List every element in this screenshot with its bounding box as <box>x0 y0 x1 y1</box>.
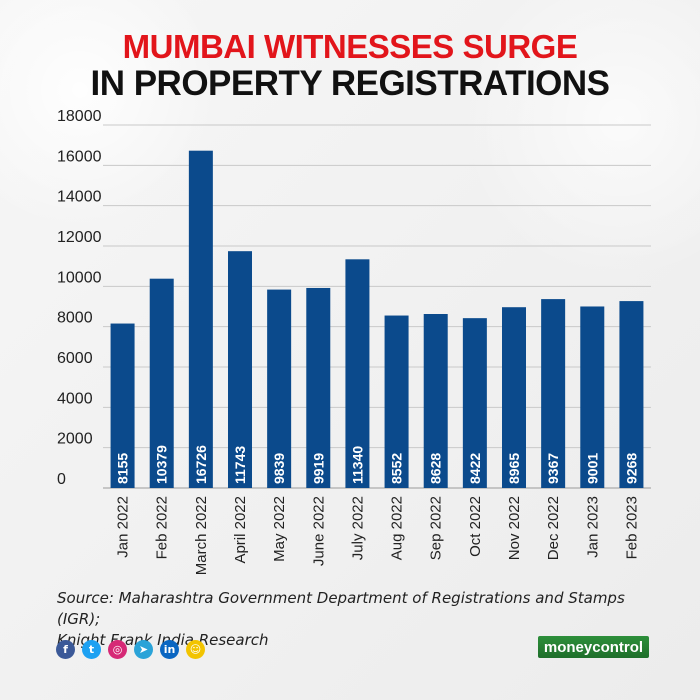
bar-value-label: 9919 <box>310 453 326 484</box>
snapchat-icon[interactable]: ☺ <box>186 640 205 659</box>
title-line-2: IN PROPERTY REGISTRATIONS <box>90 64 610 103</box>
bar <box>345 259 370 488</box>
bar <box>188 150 213 489</box>
source-line-1: Source: Maharashtra Government Departmen… <box>57 589 625 628</box>
y-tick-label: 6000 <box>57 350 93 367</box>
bar <box>462 318 487 488</box>
y-tick-label: 8000 <box>57 310 93 327</box>
y-tick-label: 16000 <box>57 148 102 165</box>
bar <box>149 278 174 488</box>
bar-value-label: 9268 <box>623 453 639 484</box>
bar-value-label: 8155 <box>115 453 131 484</box>
bar <box>619 301 644 488</box>
y-tick-label: 4000 <box>57 390 93 407</box>
y-tick-label: 14000 <box>57 189 102 206</box>
bar <box>502 307 526 488</box>
x-tick-label: May 2022 <box>271 496 288 562</box>
x-tick-label: June 2022 <box>310 496 327 566</box>
bar <box>306 287 331 488</box>
logo-text-control: control <box>592 638 644 656</box>
linkedin-icon[interactable]: in <box>160 640 179 659</box>
y-tick-label: 10000 <box>57 269 102 286</box>
x-tick-label: Feb 2022 <box>154 496 171 559</box>
bar-value-label: 9001 <box>584 453 600 484</box>
bar-value-label: 8422 <box>467 453 483 484</box>
y-tick-label: 0 <box>57 471 66 488</box>
x-tick-label: Nov 2022 <box>506 496 523 560</box>
bar-value-label: 8552 <box>389 453 405 484</box>
facebook-icon[interactable]: f <box>56 640 75 659</box>
bar <box>267 289 292 488</box>
bar-value-label: 9839 <box>271 453 287 484</box>
bar <box>228 251 252 488</box>
y-tick-label: 12000 <box>57 229 102 246</box>
instagram-icon[interactable]: ◎ <box>108 640 127 659</box>
x-tick-label: July 2022 <box>349 496 366 560</box>
y-tick-label: 2000 <box>57 431 93 448</box>
x-tick-label: Aug 2022 <box>389 496 406 560</box>
bar-value-label: 8965 <box>506 453 522 484</box>
bar-layer: 8155 10379 16726 11743 9839 9919 11340 8552 8628… <box>110 150 644 489</box>
x-tick-label: Dec 2022 <box>545 496 562 560</box>
bar-value-label: 8628 <box>428 453 444 484</box>
y-tick-label: 18000 <box>57 108 102 125</box>
x-tick-label: Sep 2022 <box>428 496 445 560</box>
grid-layer <box>103 124 651 489</box>
twitter-icon[interactable]: t <box>82 640 101 659</box>
bar <box>580 306 605 488</box>
bar-value-label: 11743 <box>232 446 248 484</box>
x-axis-ticks: Jan 2022 Feb 2022 March 2022 April 2022 May … <box>115 496 641 575</box>
x-tick-label: Jan 2022 <box>115 496 132 558</box>
x-tick-label: Oct 2022 <box>467 496 484 557</box>
bar <box>423 314 448 488</box>
bar-chart: 8155 10379 16726 11743 9839 9919 11340 8552 8628… <box>57 108 651 575</box>
x-tick-label: Feb 2023 <box>623 496 640 559</box>
bar-value-label: 10379 <box>154 445 170 484</box>
x-tick-label: April 2022 <box>232 496 249 564</box>
bar-value-label: 9367 <box>545 453 561 484</box>
bar <box>541 299 566 488</box>
logo-text-money: money <box>543 638 593 656</box>
moneycontrol-logo: money control <box>538 636 649 658</box>
source-note: Source: Maharashtra Government Departmen… <box>57 588 667 651</box>
title-line-1: MUMBAI WITNESSES SURGE <box>122 28 578 65</box>
bar-value-label: 11340 <box>349 446 365 484</box>
x-tick-label: Jan 2023 <box>584 496 601 558</box>
bar <box>384 315 409 488</box>
bar-value-label: 16726 <box>193 445 209 484</box>
x-tick-label: March 2022 <box>193 496 210 575</box>
telegram-icon[interactable]: ➤ <box>134 640 153 659</box>
social-icons: f t ◎ ➤ in ☺ <box>56 640 205 659</box>
y-axis-ticks: 0 2000 4000 6000 8000 10000 12000 14000 16000 180… <box>57 108 102 488</box>
bar <box>110 323 135 488</box>
